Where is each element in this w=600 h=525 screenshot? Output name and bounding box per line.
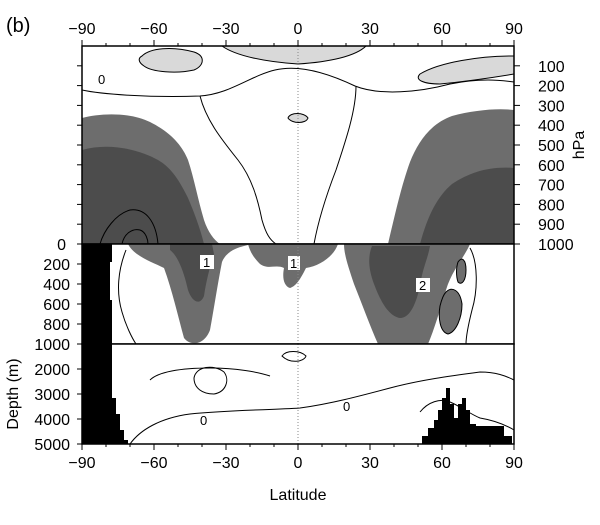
deep-contour-label-0-right: 0 <box>343 399 350 414</box>
ocean-deep-land-sh <box>82 344 128 444</box>
top-x-tick-label: 30 <box>361 21 379 38</box>
bottom-x-axis: −90 −60 −30 0 30 60 90 <box>68 444 523 472</box>
ocean-upper-land <box>82 244 112 344</box>
deep-contour-label-0-left: 0 <box>200 413 207 428</box>
top-x-tick-label: 0 <box>294 21 303 38</box>
atmo-sh-light-patch <box>138 48 203 73</box>
top-x-tick-label: 60 <box>433 21 451 38</box>
ocean-nh-gray-island <box>438 288 463 335</box>
bottom-x-tick-label: 90 <box>505 455 523 472</box>
bottom-x-tick-label: −90 <box>68 455 95 472</box>
bottom-x-tick-label: −30 <box>212 455 239 472</box>
ocean-contour-label-3: 2 <box>419 278 426 293</box>
ocean-upper-tick-label: 600 <box>43 297 70 314</box>
atmosphere-unit-label: hPa <box>571 131 588 160</box>
atmosphere-right-tick-label: 300 <box>538 98 565 115</box>
x-axis-title: Latitude <box>270 487 327 504</box>
ocean-upper-tick-label: 1000 <box>34 337 70 354</box>
ocean-upper-tick-label: 800 <box>43 317 70 334</box>
ocean-contour-label-2: 1 <box>290 256 297 271</box>
top-x-tick-label: −30 <box>212 21 239 38</box>
atmosphere-right-tick-label: 1000 <box>538 237 574 254</box>
atmo-sh-core-contour <box>99 209 159 245</box>
atmosphere-left-axis <box>77 65 82 245</box>
ocean-deep-land-nh <box>422 388 512 444</box>
atmosphere-right-tick-label: 600 <box>538 158 565 175</box>
atmo-tropics-contour-left <box>199 95 277 245</box>
ocean-deep-contour-upper <box>149 367 271 381</box>
atmo-nh-light-patch <box>417 55 515 85</box>
atmosphere-right-tick-label: 400 <box>538 118 565 135</box>
ocean-deep-tick-label: 4000 <box>34 412 70 429</box>
atmosphere-right-axis: 100 200 300 400 500 600 700 800 900 1000 <box>514 59 574 254</box>
atmosphere-right-tick-label: 800 <box>538 197 565 214</box>
atmosphere-right-tick-label: 200 <box>538 79 565 96</box>
ocean-nh-dark-region <box>369 246 430 318</box>
atmosphere-right-tick-label: 100 <box>538 59 565 76</box>
ocean-deep-contour-small <box>281 351 307 362</box>
top-x-tick-label: −60 <box>140 21 167 38</box>
atmosphere-left-zero-label: 0 <box>57 237 66 254</box>
ocean-upper-contour-nh <box>465 247 477 345</box>
ocean-left-axis: 200 400 600 800 1000 2000 3000 4000 5000 <box>34 257 82 454</box>
atmosphere-right-tick-label: 700 <box>538 178 565 195</box>
atmo-top-strip-light <box>220 45 368 65</box>
atmo-tropics-contour-right <box>313 85 357 245</box>
bottom-x-tick-label: 60 <box>433 455 451 472</box>
ocean-deep-contour-loop <box>193 366 228 395</box>
ocean-nh-gray-sliver <box>456 258 467 284</box>
ocean-upper-tick-label: 400 <box>43 277 70 294</box>
atmosphere-right-tick-label: 500 <box>538 138 565 155</box>
atmo-zero-contour <box>81 67 515 98</box>
ocean-contour-label-box-3 <box>416 278 430 292</box>
atmosphere-panel: 0 <box>81 45 515 245</box>
ocean-contour-label-box-1 <box>200 255 214 269</box>
panel-label: (b) <box>6 15 30 37</box>
ocean-upper-contour-left <box>118 249 137 345</box>
bottom-x-tick-label: 0 <box>294 455 303 472</box>
atmosphere-right-tick-label: 900 <box>538 217 565 234</box>
ocean-deep-tick-label: 3000 <box>34 387 70 404</box>
ocean-deep-tick-label: 5000 <box>34 437 70 454</box>
top-x-tick-label: 90 <box>505 21 523 38</box>
atmo-sh-dark-region <box>82 146 204 244</box>
ocean-deep-panel: 0 0 <box>81 343 515 445</box>
ocean-deep-contour-main <box>129 371 515 445</box>
ocean-upper-tick-label: 200 <box>43 257 70 274</box>
atmo-nh-dark-region <box>420 167 514 244</box>
atmo-sh-core-contour-2 <box>121 229 149 245</box>
top-x-axis: −90 −60 −30 0 30 60 90 <box>68 21 523 46</box>
ocean-contour-label-box-2 <box>288 256 300 270</box>
bottom-x-tick-label: 30 <box>361 455 379 472</box>
ocean-upper-panel: 1 1 2 <box>81 243 515 345</box>
atmo-contour-label-0: 0 <box>98 72 105 87</box>
ocean-contour-label-1: 1 <box>203 255 210 270</box>
ocean-y-axis-title: Depth (m) <box>5 358 22 429</box>
bottom-x-tick-label: −60 <box>140 455 167 472</box>
ocean-deep-tick-label: 2000 <box>34 362 70 379</box>
top-x-tick-label: −90 <box>68 21 95 38</box>
